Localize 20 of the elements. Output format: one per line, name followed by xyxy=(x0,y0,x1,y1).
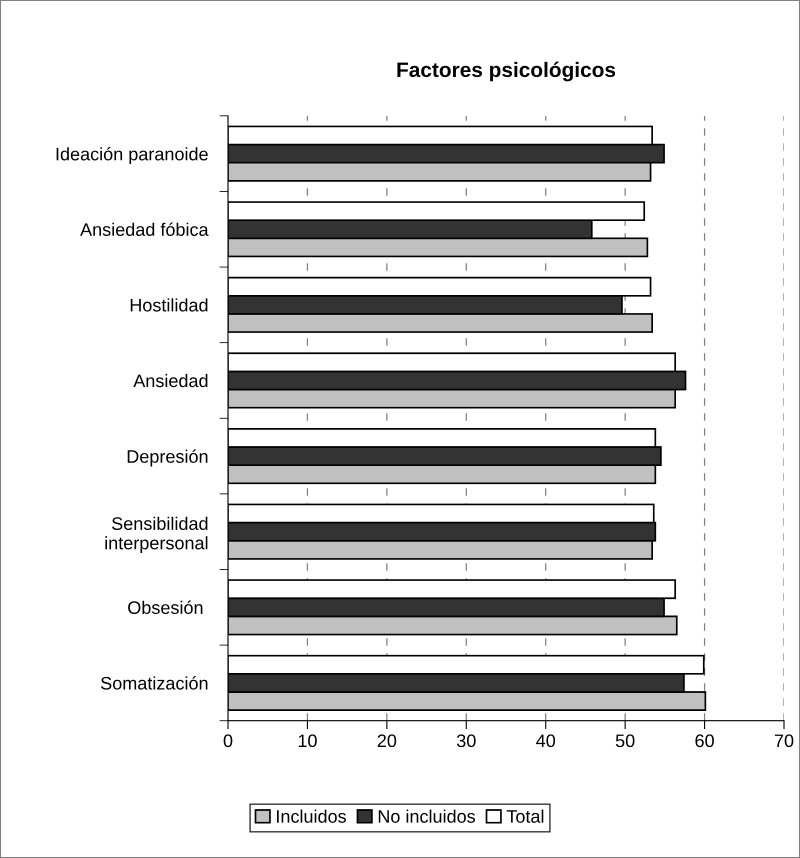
legend-label: Total xyxy=(506,810,544,823)
x-tick-label: 50 xyxy=(616,734,634,748)
y-tick-label: Sensibilidad interpersonal xyxy=(105,516,208,554)
y-tick-label: Obsesión xyxy=(128,600,202,614)
x-tick-label: 70 xyxy=(774,734,794,748)
chart-title: Factores psicológicos xyxy=(397,62,616,82)
y-tick-label: Ansiedad xyxy=(133,374,208,388)
x-tick-label: 20 xyxy=(378,734,396,748)
x-tick-label: 0 xyxy=(224,734,232,748)
y-tick-label: Depresión xyxy=(128,449,208,466)
y-tick-label: Somatización xyxy=(100,676,208,690)
x-tick-label: 60 xyxy=(695,734,714,748)
legend-label: No incluidos xyxy=(378,810,476,823)
x-tick-label: 40 xyxy=(536,734,556,748)
y-tick-label: Ansiedad fóbica xyxy=(80,222,209,236)
x-tick-label: 30 xyxy=(456,734,476,748)
x-tick-label: 10 xyxy=(298,734,317,748)
y-tick-label: Ideación paranoide xyxy=(56,146,208,164)
y-tick-label: Hostilidad xyxy=(130,298,208,312)
legend-label: Incluidos xyxy=(277,810,346,823)
